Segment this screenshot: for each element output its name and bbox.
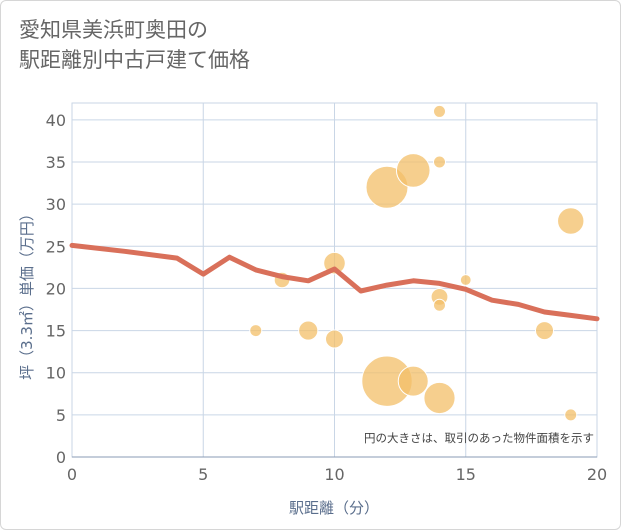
y-tick-label: 40 bbox=[46, 111, 66, 130]
chart-title: 愛知県美浜町奥田の 駅距離別中古戸建て価格 bbox=[19, 15, 250, 75]
data-bubble bbox=[298, 320, 319, 341]
y-tick-label: 0 bbox=[56, 448, 66, 467]
data-bubble bbox=[323, 251, 346, 275]
x-tick-label: 5 bbox=[198, 465, 208, 484]
chart-title-line-1: 愛知県美浜町奥田の bbox=[19, 18, 208, 42]
x-tick-label: 0 bbox=[67, 465, 77, 484]
chart-title-line-2: 駅距離別中古戸建て価格 bbox=[19, 48, 250, 72]
data-bubble bbox=[557, 207, 585, 235]
y-axis-title: 坪（3.3㎡）単価（万円） bbox=[18, 206, 36, 380]
data-bubble bbox=[564, 408, 578, 422]
y-tick-label: 35 bbox=[46, 153, 66, 172]
data-bubble bbox=[325, 329, 344, 349]
size-annotation: 円の大きさは、取引のあった物件面積を示す bbox=[364, 431, 594, 445]
axes: 0 5 10 15 20 25 30 35 40 0 5 10 15 20 bbox=[46, 111, 608, 484]
data-bubble bbox=[433, 104, 446, 118]
data-bubble bbox=[423, 381, 456, 415]
y-tick-label: 30 bbox=[46, 195, 66, 214]
data-bubble bbox=[249, 324, 263, 338]
x-tick-label: 10 bbox=[324, 465, 344, 484]
data-bubble bbox=[535, 321, 554, 341]
y-tick-label: 5 bbox=[56, 406, 66, 425]
data-bubble bbox=[395, 153, 431, 188]
y-tick-label: 25 bbox=[46, 237, 66, 256]
data-bubble bbox=[459, 274, 472, 286]
x-axis-title: 駅距離（分） bbox=[289, 499, 379, 517]
grid bbox=[71, 102, 598, 458]
y-tick-label: 20 bbox=[46, 279, 66, 298]
data-bubble bbox=[433, 298, 446, 312]
x-tick-label: 15 bbox=[456, 465, 476, 484]
data-bubble bbox=[433, 155, 446, 169]
y-tick-label: 10 bbox=[46, 364, 66, 383]
bubble-series bbox=[249, 104, 585, 422]
average-price-line bbox=[69, 242, 600, 322]
average-line-series bbox=[69, 242, 600, 322]
data-bubble bbox=[397, 365, 429, 397]
x-tick-label: 20 bbox=[587, 465, 607, 484]
y-tick-label: 15 bbox=[46, 322, 66, 341]
